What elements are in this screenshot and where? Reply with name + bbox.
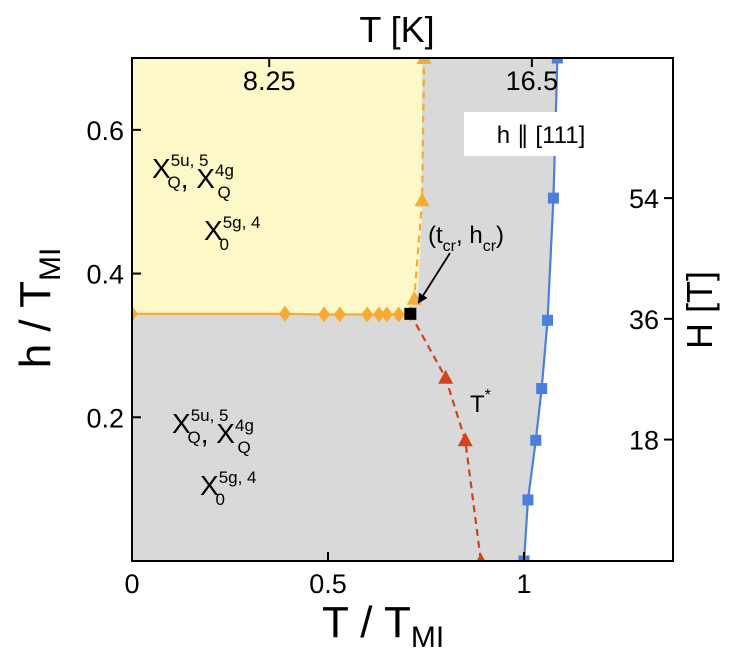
top-axis-title: T [K] (359, 9, 434, 50)
triangle-marker (476, 553, 486, 561)
x-tick-label: 1 (517, 569, 532, 599)
region-white-background (524, 58, 673, 561)
x-tick-label: 0 (124, 569, 139, 599)
critical-point-marker (404, 307, 417, 320)
y-tick-label: 0.4 (86, 260, 124, 290)
diamond-marker (318, 306, 331, 323)
triangle-marker (416, 58, 432, 64)
square-marker (547, 192, 559, 204)
diamond-marker (372, 306, 385, 323)
square-marker (536, 383, 548, 395)
field-direction-label: h ∥ [111] (497, 122, 586, 149)
triangle-marker (457, 432, 473, 447)
top-tick-label: 8.25 (243, 66, 296, 96)
lower-region-label-1: X5u, 5 Q, X4g Q (172, 406, 254, 457)
x-tick-label: 0.5 (309, 569, 347, 599)
square-marker (522, 494, 534, 506)
critical-point-label: (tcr, hcr) (428, 222, 504, 255)
y-tick-label: 0.2 (86, 403, 124, 433)
diamond-marker (392, 306, 405, 323)
plot-frame (131, 57, 674, 562)
critical-point-arrow (417, 252, 451, 304)
ticks-layer: 0 0.5 1 0.2 0.4 0.6 8.25 16.5 18 36 54 (86, 58, 673, 599)
diamond-marker (278, 305, 291, 322)
diamond-marker (380, 306, 393, 323)
square-marker (551, 58, 563, 64)
diamond-marker (333, 306, 346, 323)
diamond-marker (132, 305, 138, 322)
diamond-marker (361, 306, 374, 323)
y-tick-label: 0.6 (86, 116, 124, 146)
field-direction-box (464, 112, 619, 156)
top-tick-label: 16.5 (506, 66, 559, 96)
upper-region-label-1: X5u, 5 Q, X4g Q (152, 151, 234, 202)
region-yellow-phase (132, 58, 423, 314)
triangle-marker (438, 369, 454, 384)
square-marker (542, 314, 554, 326)
series-line-1 (409, 58, 426, 315)
right-tick-label: 36 (629, 305, 659, 335)
tstar-label: T* (470, 387, 491, 418)
y-axis-title: h / TMI (11, 248, 67, 369)
right-tick-label: 18 (629, 426, 659, 456)
right-axis-title: H [T] (679, 271, 720, 349)
series-line-2 (409, 313, 482, 561)
x-axis-title: T / TMI (322, 598, 444, 650)
square-marker (530, 434, 542, 446)
right-tick-label: 54 (629, 184, 659, 214)
triangle-marker (414, 192, 430, 207)
